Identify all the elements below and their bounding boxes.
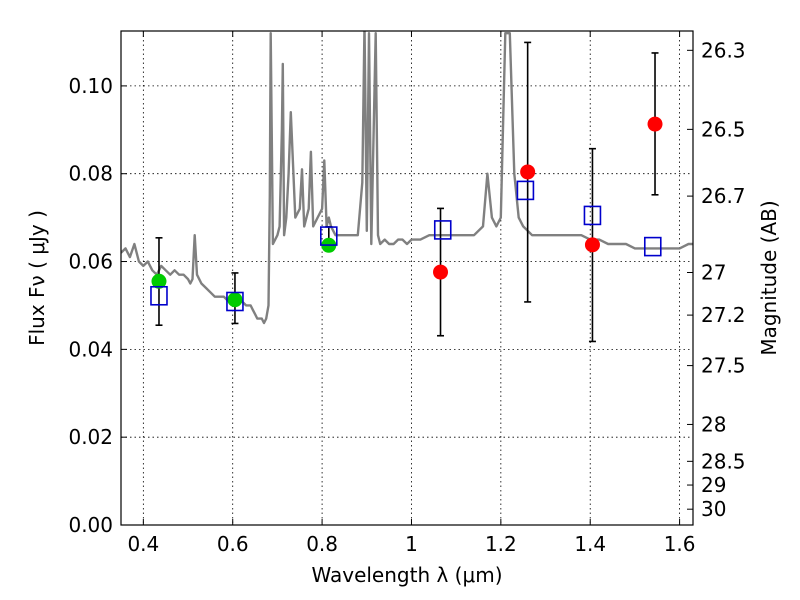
template-spectrum-line — [121, 31, 693, 325]
y-axis-ticks: 0.00 0.02 0.04 0.06 0.08 0.10 — [68, 74, 127, 537]
right-tick-label: 30 — [701, 497, 726, 521]
data-points-layer — [150, 116, 663, 312]
x-axis-label: Wavelength λ (μm) — [311, 563, 502, 587]
x-tick-label: 0.8 — [306, 532, 338, 556]
x-tick-label: 1 — [405, 532, 418, 556]
model-point-square — [433, 220, 452, 240]
x-tick-label: 1.2 — [485, 532, 517, 556]
data-point-circle — [151, 273, 167, 289]
model-point-square — [583, 205, 602, 226]
model-point-square — [226, 291, 244, 312]
model-point-square — [516, 180, 535, 201]
y-tick-label: 0.00 — [68, 513, 113, 537]
data-point-circle — [227, 292, 243, 308]
right-tick-label: 27 — [701, 261, 726, 285]
y-tick-label: 0.10 — [68, 74, 113, 98]
data-point-circle — [647, 116, 663, 132]
x-tick-label: 1.6 — [664, 532, 696, 556]
template-spectrum-layer — [121, 31, 693, 325]
x-tick-label: 1.4 — [574, 532, 606, 556]
right-axis-label: Magnitude (AB) — [757, 200, 781, 355]
right-tick-label: 26.7 — [701, 184, 746, 208]
x-tick-label: 0.6 — [217, 532, 249, 556]
right-tick-label: 27.2 — [701, 303, 746, 327]
data-point-circle — [520, 164, 536, 180]
right-tick-label: 27.5 — [701, 354, 746, 378]
right-tick-label: 28.5 — [701, 449, 746, 473]
data-point-circle — [584, 237, 600, 253]
data-point-circle — [433, 264, 449, 280]
model-point-square — [643, 236, 662, 257]
right-tick-label: 29 — [701, 473, 726, 497]
y-tick-label: 0.02 — [68, 425, 113, 449]
model-point-square — [150, 285, 168, 306]
y-tick-label: 0.06 — [68, 250, 113, 274]
x-tick-label: 0.4 — [127, 532, 159, 556]
model-point-square — [319, 226, 338, 246]
plot-frame — [120, 30, 694, 526]
right-tick-label: 26.5 — [701, 117, 746, 141]
right-tick-label: 26.3 — [701, 38, 746, 62]
x-axis-ticks: 0.4 0.6 0.8 1 1.2 1.4 1.6 — [127, 31, 696, 556]
y-axis-label: Flux Fν ( μJy ) — [25, 210, 49, 346]
right-tick-label: 28 — [701, 412, 726, 436]
y-tick-label: 0.04 — [68, 337, 113, 361]
y-tick-label: 0.08 — [68, 162, 113, 186]
